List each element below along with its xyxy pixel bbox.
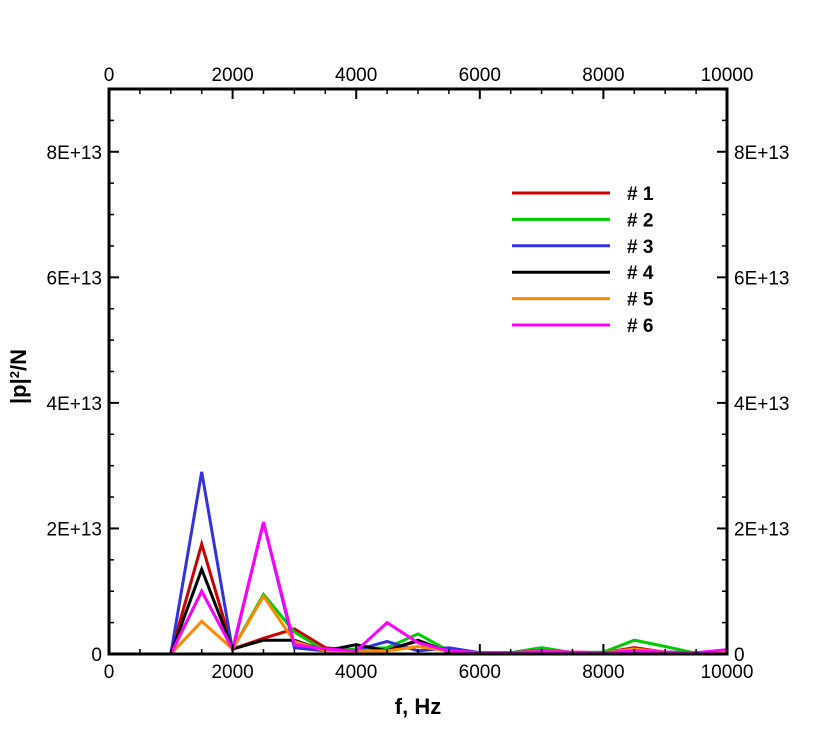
y-tick-label-left: 0	[91, 645, 102, 666]
legend-label: # 2	[627, 210, 653, 231]
y-axis-title-tail: /N	[6, 349, 31, 371]
x-tick-label-top: 8000	[582, 65, 624, 86]
series-line-1	[109, 538, 728, 656]
x-tick-label-bottom: 8000	[582, 662, 624, 683]
y-axis-title: |p|2/N	[6, 349, 31, 404]
x-tick-label-top: 10000	[701, 65, 754, 86]
series-line-6	[109, 521, 728, 656]
series-line-3	[109, 471, 728, 656]
series-line-5	[109, 593, 728, 656]
x-tick-label-bottom: 4000	[335, 662, 377, 683]
x-tick-label-bottom: 10000	[701, 662, 754, 683]
legend-label: # 1	[627, 184, 654, 205]
legend: # 1 # 2 # 3 # 4 # 5 # 6	[512, 184, 654, 337]
x-tick-label-top: 6000	[459, 65, 501, 86]
legend-label: # 6	[627, 316, 653, 337]
ticks-layer: 0020002000400040006000600080008000100001…	[47, 65, 790, 683]
legend-label: # 3	[627, 237, 653, 258]
y-tick-label-left: 4E+13	[47, 394, 102, 415]
y-axis-title-sup: 2	[7, 371, 22, 378]
y-tick-label-left: 6E+13	[47, 268, 102, 289]
x-tick-label-top: 4000	[335, 65, 377, 86]
y-tick-label-right: 0	[734, 645, 745, 666]
x-tick-label-bottom: 0	[104, 662, 115, 683]
y-tick-label-right: 4E+13	[734, 394, 789, 415]
series-layer	[109, 471, 728, 656]
legend-label: # 5	[627, 290, 654, 311]
y-tick-label-right: 8E+13	[734, 143, 789, 164]
x-axis-title: f, Hz	[395, 694, 441, 719]
y-tick-label-right: 2E+13	[734, 519, 789, 540]
legend-label: # 4	[627, 263, 654, 284]
y-tick-label-left: 8E+13	[47, 143, 102, 164]
x-tick-label-top: 2000	[211, 65, 253, 86]
y-tick-label-right: 6E+13	[734, 268, 789, 289]
y-axis-title-main: |p|	[6, 378, 31, 404]
y-tick-label-left: 2E+13	[47, 519, 102, 540]
x-tick-label-top: 0	[104, 65, 115, 86]
x-tick-label-bottom: 6000	[459, 662, 501, 683]
x-tick-label-bottom: 2000	[211, 662, 253, 683]
